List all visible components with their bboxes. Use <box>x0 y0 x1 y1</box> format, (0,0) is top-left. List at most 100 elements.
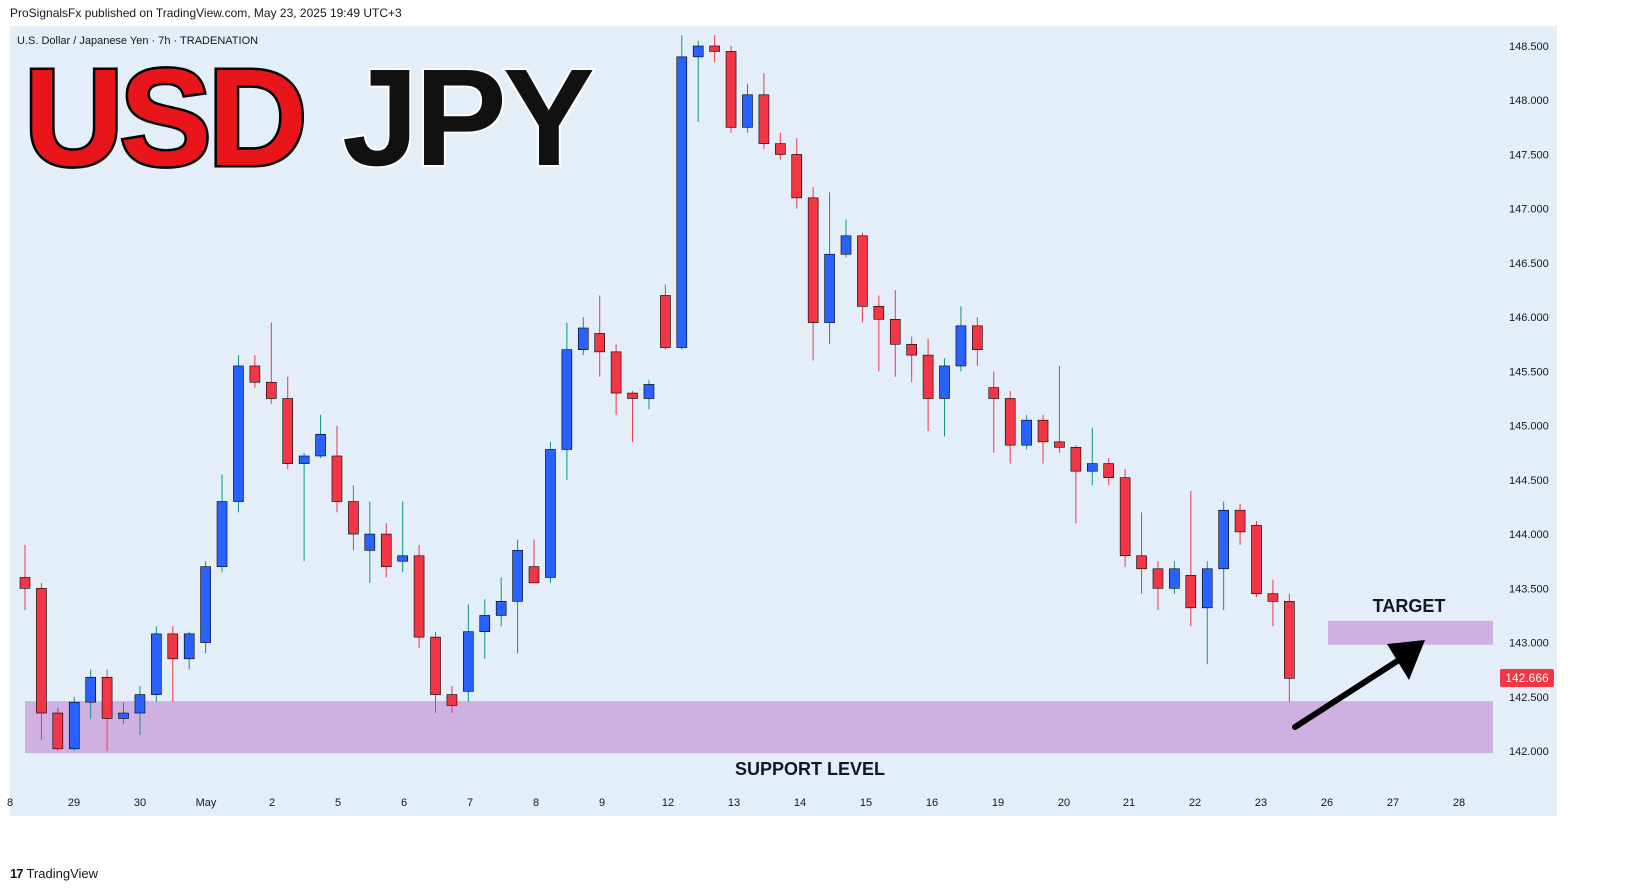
price-tick-label: 145.500 <box>1509 366 1549 378</box>
time-tick-label: 8 <box>533 797 539 809</box>
candle <box>282 376 294 469</box>
price-tick-label: 144.500 <box>1509 475 1549 487</box>
candle-body <box>528 566 540 584</box>
candle-body <box>1087 463 1098 472</box>
candle-body <box>101 676 113 719</box>
candle <box>1021 414 1032 450</box>
candle <box>331 425 343 513</box>
candle <box>1136 512 1147 594</box>
candle <box>1218 501 1229 610</box>
time-tick-label: May <box>196 797 217 809</box>
candle-body <box>1037 419 1049 443</box>
candle <box>183 631 195 670</box>
time-tick-label: 16 <box>926 797 938 809</box>
support-level-label: SUPPORT LEVEL <box>735 759 885 779</box>
candle-body <box>479 615 491 632</box>
candle-body <box>1054 441 1065 448</box>
candle <box>495 577 507 627</box>
candle-body <box>988 387 1000 399</box>
price-tick-label: 146.500 <box>1509 258 1549 270</box>
candle-body <box>709 45 720 52</box>
candle <box>857 232 868 323</box>
candle <box>610 344 622 415</box>
time-tick-label: 19 <box>992 797 1004 809</box>
candle-body <box>430 636 441 695</box>
candle-body <box>545 449 556 578</box>
candle <box>709 35 720 63</box>
candle <box>216 474 228 573</box>
candle <box>413 544 425 648</box>
candle-body <box>495 601 507 616</box>
candle <box>807 187 819 361</box>
candle-body <box>397 555 408 562</box>
candle <box>68 696 80 751</box>
candle <box>725 46 737 133</box>
candle-body <box>265 381 277 399</box>
candle-body <box>183 633 195 660</box>
candle-body <box>1185 574 1197 609</box>
zones-layer <box>25 620 1493 754</box>
candle-body <box>1103 463 1115 478</box>
candle-body <box>1119 477 1131 557</box>
candle <box>52 707 64 751</box>
candle-body <box>512 550 523 602</box>
candle <box>167 626 179 703</box>
candle-body <box>939 365 950 399</box>
price-tick-label: 142.000 <box>1509 746 1549 758</box>
candle <box>233 355 244 513</box>
time-tick-label: 14 <box>794 797 806 809</box>
candle-body <box>594 333 606 353</box>
candle-body <box>85 676 96 703</box>
candle <box>1054 365 1065 453</box>
candle <box>36 582 47 741</box>
candle <box>446 685 458 714</box>
time-tick-label: 27 <box>1387 797 1399 809</box>
candle <box>1037 414 1049 464</box>
publisher-line: ProSignalsFx published on TradingView.co… <box>10 6 402 20</box>
time-tick-label: 20 <box>1058 797 1070 809</box>
candle <box>939 358 950 437</box>
candle-body <box>1070 447 1082 472</box>
candle-body <box>906 343 917 356</box>
candle-body <box>627 392 638 399</box>
footer-brand[interactable]: 17 TradingView <box>10 866 98 881</box>
candle <box>200 561 211 654</box>
time-tick-label: 5 <box>335 797 341 809</box>
price-tick-label: 144.000 <box>1509 529 1549 541</box>
candle-body <box>857 235 868 307</box>
price-axis: 148.500 148.000 147.500 147.000 146.500 146.0… <box>1509 41 1549 758</box>
candle-body <box>922 354 934 399</box>
candle <box>1201 561 1213 665</box>
candle-body <box>413 555 425 638</box>
price-tick-label: 142.500 <box>1509 692 1549 704</box>
candle <box>315 414 326 459</box>
candle-body <box>758 94 770 144</box>
time-tick-label: 8 <box>7 797 13 809</box>
candle <box>1087 427 1098 486</box>
candle-body <box>463 631 474 692</box>
time-tick-label: 22 <box>1189 797 1201 809</box>
candle <box>364 501 376 583</box>
candle <box>791 138 803 209</box>
candle-body <box>19 577 31 589</box>
candle-body <box>692 45 704 58</box>
candle-body <box>824 253 835 323</box>
candle-body <box>807 197 819 323</box>
candle-body <box>889 319 901 345</box>
candle-body <box>972 325 983 350</box>
candle-body <box>577 327 589 350</box>
title-usd: USD <box>24 41 303 195</box>
candle <box>758 73 770 150</box>
candle-body <box>1152 568 1164 589</box>
target-arrow-shaft <box>1292 653 1408 730</box>
target-arrow-head-icon <box>1387 640 1425 680</box>
target-zone <box>1328 620 1493 645</box>
time-tick-label: 28 <box>1453 797 1465 809</box>
time-tick-label: 6 <box>401 797 407 809</box>
candle-body <box>348 501 359 535</box>
candle-body <box>298 455 310 464</box>
candle-body <box>1136 555 1147 570</box>
candle-body <box>1169 568 1180 589</box>
time-tick-label: 2 <box>269 797 275 809</box>
support-zone <box>25 701 1493 754</box>
